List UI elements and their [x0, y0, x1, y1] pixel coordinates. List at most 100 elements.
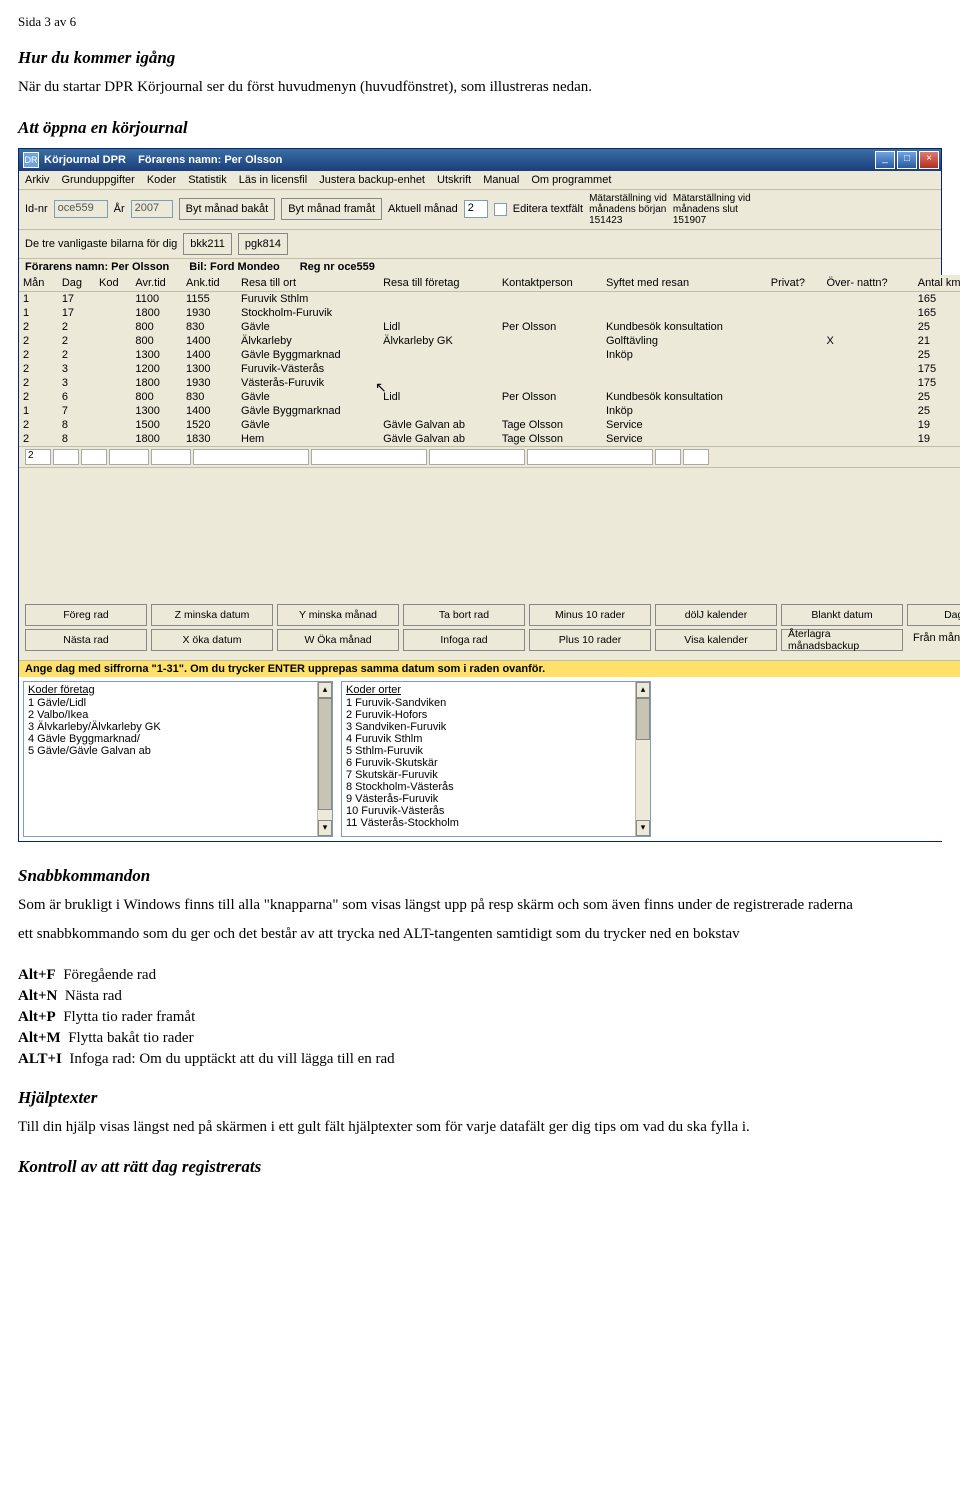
- idnr-label: Id-nr: [25, 203, 48, 215]
- menu-arkiv[interactable]: Arkiv: [25, 174, 49, 186]
- list-item[interactable]: 10 Furuvik-Västerås: [346, 805, 646, 817]
- action-button[interactable]: W Öka månad: [277, 629, 399, 651]
- code-lists: Koder företag 1 Gävle/Lidl2 Valbo/Ikea3 …: [19, 677, 960, 841]
- car1-button[interactable]: bkk211: [183, 233, 232, 255]
- table-row[interactable]: 11711001155Furuvik Sthlm16524: [19, 291, 960, 306]
- action-button[interactable]: Plus 10 rader: [529, 629, 651, 651]
- table-row[interactable]: 11718001930Stockholm-Furuvik16525: [19, 306, 960, 320]
- app-window: DR Körjournal DPR Förarens namn: Per Ols…: [18, 148, 942, 842]
- menu-statistik[interactable]: Statistik: [188, 174, 227, 186]
- window-title: Körjournal DPR Förarens namn: Per Olsson: [44, 154, 875, 166]
- list-item[interactable]: 7 Skutskär-Furuvik: [346, 769, 646, 781]
- table-row[interactable]: 2213001400Gävle ByggmarknadInköp2528: [19, 348, 960, 362]
- list-item[interactable]: 11 Västerås-Stockholm: [346, 817, 646, 829]
- table-row[interactable]: 1713001400Gävle ByggmarknadInköp2532: [19, 404, 960, 418]
- app-icon: DR: [23, 152, 39, 168]
- shortcut-line: Alt+P Flytta tio rader framåt: [18, 1007, 942, 1028]
- menu-licens[interactable]: Läs in licensfil: [239, 174, 307, 186]
- button-area: Föreg radZ minska datumY minska månadTa …: [19, 598, 960, 661]
- table-row[interactable]: 2312001300Furuvik-Västerås17529: [19, 362, 960, 376]
- list-item[interactable]: 8 Stockholm-Västerås: [346, 781, 646, 793]
- table-header-row: MånDagKod Avr.tidAnk.tidResa till ort Re…: [19, 275, 960, 292]
- list-item[interactable]: 9 Västerås-Furuvik: [346, 793, 646, 805]
- titlebar: DR Körjournal DPR Förarens namn: Per Ols…: [19, 149, 941, 171]
- action-button[interactable]: Ta bort rad: [403, 604, 525, 626]
- prev-month-button[interactable]: Byt månad bakåt: [179, 198, 276, 220]
- car2-button[interactable]: pgk814: [238, 233, 288, 255]
- driver-header: Förarens namn: Per Olsson Bil: Ford Mond…: [19, 259, 941, 275]
- maximize-icon[interactable]: □: [897, 151, 917, 169]
- action-button[interactable]: Återlagra månadsbackup: [781, 629, 903, 651]
- close-icon[interactable]: ×: [919, 151, 939, 169]
- para-start: När du startar DPR Körjournal ser du för…: [18, 78, 942, 98]
- ar-field[interactable]: 2007: [131, 200, 173, 218]
- entry-month[interactable]: 2: [25, 449, 51, 465]
- list-item[interactable]: 5 Sthlm-Furuvik: [346, 745, 646, 757]
- entry-row: 2 35: [19, 446, 960, 468]
- table-row[interactable]: 26800830GävleLidlPer OlssonKundbesök kon…: [19, 390, 960, 404]
- list-foretag[interactable]: Koder företag 1 Gävle/Lidl2 Valbo/Ikea3 …: [23, 681, 333, 837]
- table-row[interactable]: 22800830GävleLidlPer OlssonKundbesök kon…: [19, 320, 960, 334]
- para-snabb2: ett snabbkommando som du ger och det bes…: [18, 925, 942, 945]
- ar-label: År: [114, 203, 125, 215]
- mslut-block: Mätarställning vidmånadens slut 151907: [673, 193, 751, 226]
- scrollbar[interactable]: ▴ ▾: [317, 682, 332, 836]
- heading-kontroll: Kontroll av att rätt dag registrerats: [18, 1157, 942, 1177]
- table-row[interactable]: 2815001520GävleGävle Galvan abTage Olsso…: [19, 418, 960, 432]
- action-button[interactable]: Föreg rad: [25, 604, 147, 626]
- menu-om[interactable]: Om programmet: [531, 174, 611, 186]
- toolbar-cars: De tre vanligaste bilarna för dig bkk211…: [19, 230, 941, 259]
- table-row[interactable]: 228001400ÄlvkarlebyÄlvkarleby GKGolftävl…: [19, 334, 960, 348]
- action-button[interactable]: dölJ kalender: [655, 604, 777, 626]
- shortcuts-list: Alt+F Föregående radAlt+N Nästa radAlt+P…: [18, 965, 942, 1070]
- shortcut-line: Alt+M Flytta bakåt tio rader: [18, 1028, 942, 1049]
- cars-label: De tre vanligaste bilarna för dig: [25, 238, 177, 250]
- action-button[interactable]: Y minska månad: [277, 604, 399, 626]
- para-help: Till din hjälp visas längst ned på skärm…: [18, 1118, 942, 1138]
- list-item[interactable]: 3 Sandviken-Furuvik: [346, 721, 646, 733]
- action-button: Från månad: [907, 629, 960, 651]
- list-item[interactable]: 4 Gävle Byggmarknad/: [28, 733, 328, 745]
- action-button[interactable]: Visa kalender: [655, 629, 777, 651]
- aktuell-label: Aktuell månad: [388, 203, 458, 215]
- list-item[interactable]: 4 Furuvik Sthlm: [346, 733, 646, 745]
- next-month-button[interactable]: Byt månad framåt: [281, 198, 382, 220]
- menu-backup[interactable]: Justera backup-enhet: [319, 174, 425, 186]
- action-button[interactable]: Z minska datum: [151, 604, 273, 626]
- list-item[interactable]: 3 Älvkarleby/Älvkarleby GK: [28, 721, 328, 733]
- action-button[interactable]: X öka datum: [151, 629, 273, 651]
- list-item[interactable]: 2 Furuvik-Hofors: [346, 709, 646, 721]
- edit-textfield-check[interactable]: Editera textfält: [494, 203, 583, 216]
- action-button[interactable]: Minus 10 rader: [529, 604, 651, 626]
- menu-koder[interactable]: Koder: [147, 174, 176, 186]
- action-button[interactable]: Blankt datum: [781, 604, 903, 626]
- para-snabb1: Som är brukligt i Windows finns till all…: [18, 896, 942, 916]
- action-button[interactable]: Dag nästa: [907, 604, 960, 626]
- list-orter[interactable]: Koder orter 1 Furuvik-Sandviken2 Furuvik…: [341, 681, 651, 837]
- shortcut-line: Alt+N Nästa rad: [18, 986, 942, 1007]
- heading-start: Hur du kommer igång: [18, 48, 942, 68]
- heading-snabb: Snabbkommandon: [18, 866, 942, 886]
- action-button[interactable]: Nästa rad: [25, 629, 147, 651]
- scroll-down-icon[interactable]: ▾: [636, 820, 650, 836]
- table-row[interactable]: 2818001830HemGävle Galvan abTage OlssonS…: [19, 432, 960, 446]
- minimize-icon[interactable]: _: [875, 151, 895, 169]
- journal-table: MånDagKod Avr.tidAnk.tidResa till ort Re…: [19, 275, 960, 446]
- list-item[interactable]: 6 Furuvik-Skutskär: [346, 757, 646, 769]
- table-row[interactable]: 2318001930Västerås-Furuvik17530: [19, 376, 960, 390]
- idnr-field[interactable]: oce559: [54, 200, 108, 218]
- menu-grunduppgifter[interactable]: Grunduppgifter: [61, 174, 134, 186]
- menu-manual[interactable]: Manual: [483, 174, 519, 186]
- list-item[interactable]: 5 Gävle/Gävle Galvan ab: [28, 745, 328, 757]
- aktuell-field[interactable]: 2: [464, 200, 488, 218]
- list-item[interactable]: 1 Furuvik-Sandviken: [346, 697, 646, 709]
- scroll-down-icon[interactable]: ▾: [318, 820, 332, 836]
- menu-utskrift[interactable]: Utskrift: [437, 174, 471, 186]
- scrollbar[interactable]: ▴ ▾: [635, 682, 650, 836]
- scroll-up-icon[interactable]: ▴: [636, 682, 650, 698]
- mstart-block: Mätarställning vidmånadens början 151423: [589, 193, 667, 226]
- list-item[interactable]: 1 Gävle/Lidl: [28, 697, 328, 709]
- list-item[interactable]: 2 Valbo/Ikea: [28, 709, 328, 721]
- scroll-up-icon[interactable]: ▴: [318, 682, 332, 698]
- action-button[interactable]: Infoga rad: [403, 629, 525, 651]
